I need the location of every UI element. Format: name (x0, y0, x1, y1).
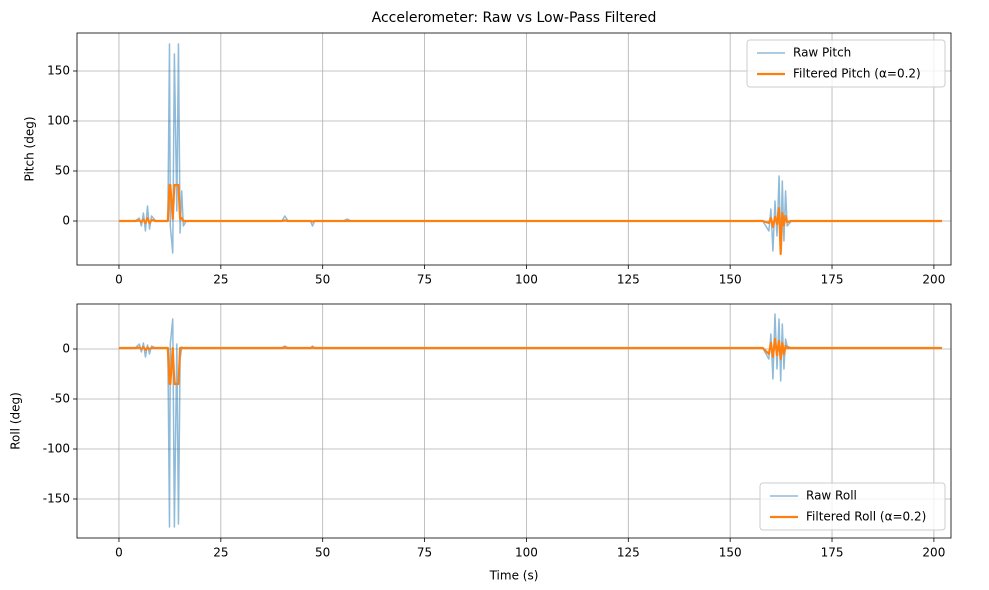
chart-title: Accelerometer: Raw vs Low-Pass Filtered (372, 10, 657, 26)
y-tick-label: 150 (47, 64, 70, 78)
x-axis-label: Time (s) (489, 569, 539, 583)
x-tick-label: 0 (115, 273, 123, 287)
legend-box (746, 39, 946, 88)
x-tick-label: 75 (417, 273, 432, 287)
x-tick-label: 200 (922, 546, 945, 560)
y-tick-label: -50 (50, 392, 70, 406)
x-tick-label: 175 (821, 546, 844, 560)
axes-frame (76, 32, 952, 266)
data-line (118, 183, 943, 256)
y-tick-label: 100 (47, 114, 70, 128)
legend-label: Raw Roll (806, 489, 857, 503)
y-tick-label: 0 (62, 214, 70, 228)
x-tick-label: 25 (213, 546, 228, 560)
x-tick-label: 100 (515, 273, 538, 287)
data-line (118, 337, 943, 386)
x-tick-label: 50 (315, 273, 330, 287)
legend-label: Raw Pitch (793, 46, 851, 60)
x-tick-label: 150 (719, 273, 742, 287)
legend-label: Filtered Pitch (α=0.2) (793, 67, 921, 81)
y-axis-label: Roll (deg) (9, 392, 23, 450)
axes-frame (76, 303, 952, 539)
y-tick-label: -100 (43, 442, 70, 456)
x-tick-label: 100 (515, 546, 538, 560)
x-tick-label: 50 (315, 546, 330, 560)
x-tick-label: 0 (115, 546, 123, 560)
x-tick-label: 25 (213, 273, 228, 287)
x-tick-label: 200 (922, 273, 945, 287)
x-tick-label: 125 (617, 546, 640, 560)
x-tick-label: 175 (821, 273, 844, 287)
legend-box (759, 482, 946, 531)
y-tick-label: -150 (43, 492, 70, 506)
legend-label: Filtered Roll (α=0.2) (806, 510, 926, 524)
x-tick-label: 75 (417, 546, 432, 560)
axes: 0 25 50 75 100 125 150 175 200 -150 -100 -50 0 (43, 303, 952, 560)
x-tick-label: 125 (617, 273, 640, 287)
y-tick-label: 0 (62, 342, 70, 356)
y-axis-label: Pitch (deg) (23, 116, 37, 181)
y-tick-label: 50 (55, 164, 70, 178)
x-tick-label: 150 (719, 546, 742, 560)
